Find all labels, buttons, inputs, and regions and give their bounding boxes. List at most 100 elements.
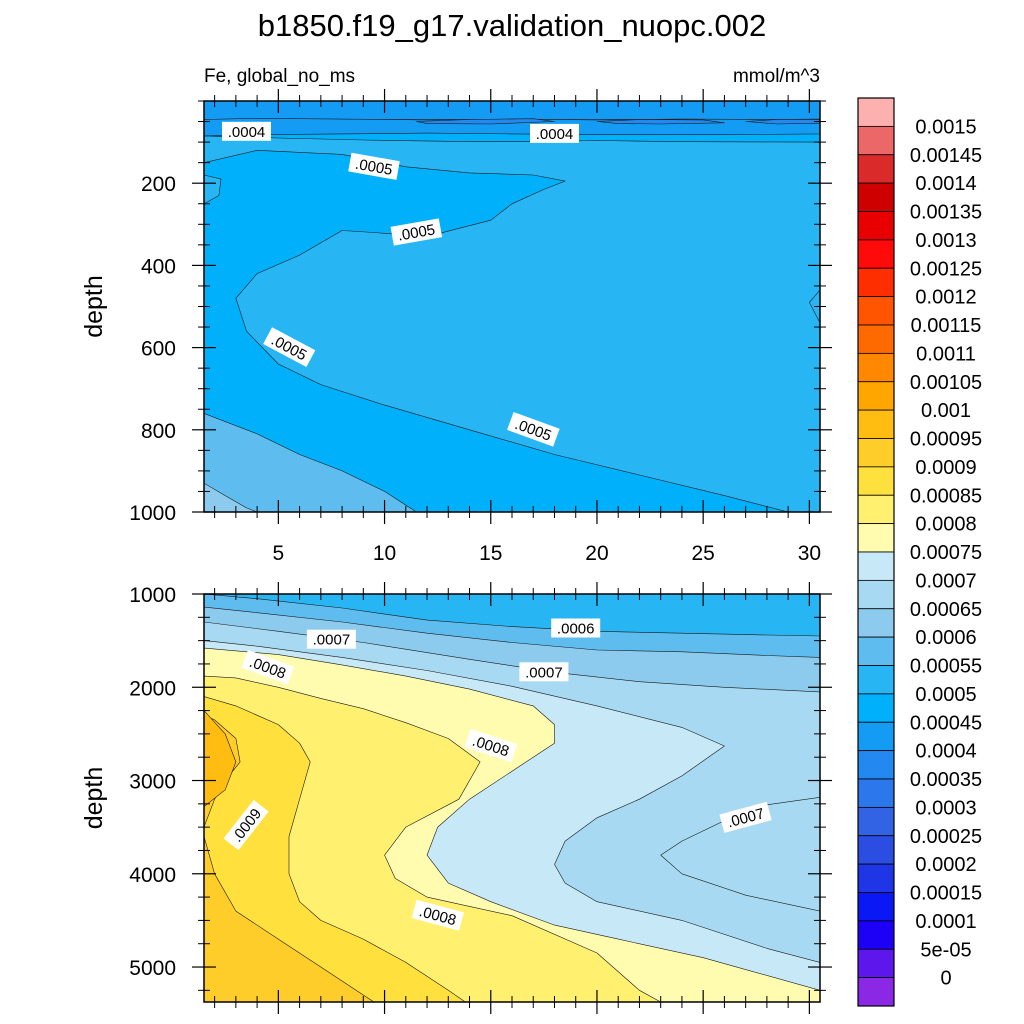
contour-fill-region	[204, 696, 466, 1002]
contour-label: .0008	[411, 899, 464, 931]
contour-label-background	[530, 123, 579, 143]
contour-label-background	[719, 801, 772, 833]
colorbar-swatch	[857, 778, 895, 808]
colorbar-swatch	[857, 296, 895, 326]
x-tick-label: 20	[585, 542, 608, 565]
colorbar-label: 0.00105	[910, 372, 982, 394]
y-tick-label: 1000	[129, 502, 176, 525]
colorbar-label: 0.0014	[915, 173, 976, 195]
colorbar-label: 0.00115	[911, 315, 982, 337]
y-tick-label: 800	[141, 420, 176, 443]
contour-fill-region	[204, 710, 237, 807]
colorbar-label: 0.001	[921, 400, 971, 422]
colorbar-label: 0.00045	[910, 712, 982, 734]
contour-label-background	[306, 629, 356, 649]
colorbar-label: 0.00095	[910, 429, 982, 451]
contour-fill-region	[204, 413, 417, 512]
contour-fill-region	[745, 119, 820, 125]
colorbar-swatch	[857, 97, 895, 127]
contour-label-background	[241, 649, 295, 685]
contour-fill-region	[416, 118, 555, 125]
colorbar-swatch	[857, 551, 895, 581]
colorbar-swatch	[857, 409, 895, 439]
upper-panel: .0004.0004.0005.0005.0005.00055 10 15 20 25 3…	[80, 89, 832, 565]
contour-label-text: .0005	[397, 221, 437, 244]
colorbar: 0.0015 0.00145 0.0014 0.00135 0.0013 0.00125 0…	[857, 97, 982, 1007]
contour-label-background	[411, 899, 464, 931]
colorbar-swatch	[857, 693, 895, 723]
colorbar-swatch	[857, 920, 895, 950]
colorbar-label: 0	[940, 968, 951, 990]
contour-label-background	[519, 662, 569, 682]
colorbar-swatch	[857, 608, 895, 638]
colorbar-swatch	[857, 977, 895, 1007]
colorbar-label: 0.00015	[910, 883, 982, 905]
colorbar-label: 0.00055	[910, 656, 982, 678]
y-axis-title: depth	[80, 767, 108, 830]
contour-label: .0007	[306, 629, 356, 649]
contour-label: .0005	[390, 218, 443, 246]
contour-label-text: .0004	[536, 126, 574, 143]
colorbar-label: 0.0006	[915, 627, 976, 649]
colorbar-label: 0.0012	[915, 287, 976, 309]
contour-label-background	[223, 799, 269, 851]
colorbar-swatch	[857, 352, 895, 383]
contour-fill-region	[204, 174, 222, 205]
colorbar-label: 0.00075	[910, 542, 982, 564]
contour-fill-region	[596, 119, 725, 125]
y-tick-label: 600	[141, 338, 176, 361]
plot-area: .0004.0004.0005.0005.0005.0005	[204, 101, 820, 512]
colorbar-label: 5e-05	[920, 939, 971, 961]
colorbar-label: 0.00125	[910, 258, 982, 280]
colorbar-label: 0.0001	[915, 911, 976, 933]
y-tick-label: 1000	[129, 584, 176, 607]
colorbar-label: 0.00145	[910, 145, 982, 167]
colorbar-border	[857, 97, 895, 1007]
colorbar-swatch	[857, 665, 895, 695]
colorbar-label: 0.00065	[910, 599, 982, 621]
figure-title: b1850.f19_g17.validation_nuopc.002	[258, 8, 767, 43]
contour-label: .0006	[551, 618, 601, 638]
colorbar-label: 0.00025	[910, 826, 982, 848]
colorbar-swatch	[857, 381, 895, 411]
x-tick-label: 15	[479, 542, 502, 565]
colorbar-label: 0.0002	[915, 854, 976, 876]
colorbar-label: 0.00035	[910, 769, 982, 791]
colorbar-swatch	[857, 125, 895, 156]
variable-name-label: Fe, global_no_ms	[204, 66, 355, 87]
contour-label-text: .0007	[525, 664, 563, 681]
lower-panel: .0006.0007.0007.0008.0008.0009.0007.0008…	[80, 582, 832, 1014]
plot-area: .0006.0007.0007.0008.0008.0009.0007.0008	[204, 594, 820, 1002]
colorbar-swatch	[857, 211, 895, 241]
colorbar-swatch	[857, 154, 895, 184]
colorbar-swatch	[857, 806, 895, 837]
x-tick-label: 25	[691, 542, 714, 565]
units-label: mmol/m^3	[733, 66, 820, 87]
colorbar-label: 0.0009	[915, 457, 976, 479]
contour-label-background	[222, 121, 271, 141]
contour-label-background	[551, 618, 601, 638]
colorbar-label: 0.0005	[915, 684, 976, 706]
colorbar-label: 0.0015	[915, 116, 976, 138]
contour-fill-region	[204, 135, 820, 512]
colorbar-swatch	[857, 438, 895, 468]
colorbar-label: 0.0008	[915, 514, 976, 536]
y-tick-label: 3000	[129, 771, 176, 794]
colorbar-swatch	[857, 324, 895, 354]
contour-label-background	[464, 728, 518, 763]
colorbar-label: 0.0011	[916, 343, 976, 365]
contour-label-text: .0005	[354, 156, 394, 179]
y-axis-title: depth	[80, 275, 108, 338]
y-tick-label: 200	[141, 173, 176, 196]
x-tick-label: 10	[373, 542, 396, 565]
x-tick-label: 5	[273, 542, 285, 565]
y-tick-label: 4000	[129, 864, 176, 887]
colorbar-swatch	[857, 579, 895, 610]
contour-label: .0005	[348, 152, 400, 180]
contour-label-background	[507, 412, 560, 447]
colorbar-swatch	[857, 466, 895, 496]
colorbar-swatch	[857, 267, 895, 298]
y-tick-label: 5000	[129, 957, 176, 980]
x-tick-label: 30	[798, 542, 821, 565]
